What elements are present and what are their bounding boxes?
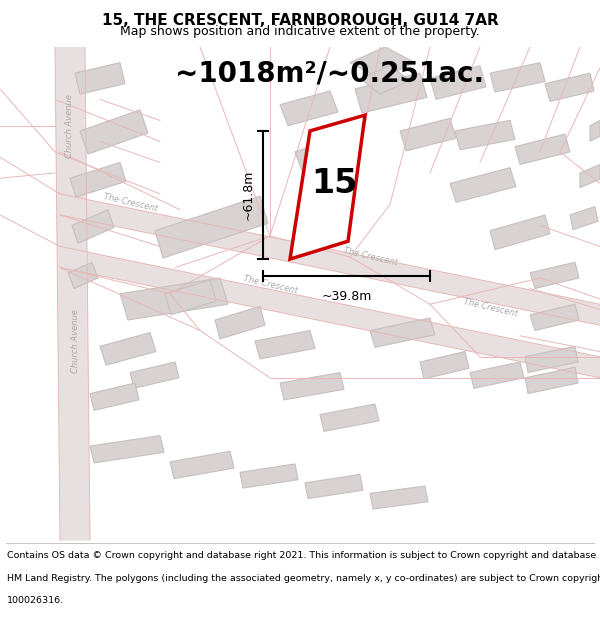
Text: ~61.8m: ~61.8m (242, 170, 255, 220)
Polygon shape (490, 215, 550, 249)
Text: 15, THE CRESCENT, FARNBOROUGH, GU14 7AR: 15, THE CRESCENT, FARNBOROUGH, GU14 7AR (101, 13, 499, 28)
Polygon shape (155, 196, 268, 258)
Polygon shape (60, 246, 600, 378)
Polygon shape (360, 66, 410, 94)
Text: 15: 15 (311, 167, 357, 200)
Text: The Crescent: The Crescent (462, 297, 518, 318)
Text: The Crescent: The Crescent (342, 246, 398, 268)
Polygon shape (165, 280, 216, 315)
Polygon shape (470, 362, 524, 388)
Polygon shape (320, 404, 379, 431)
Text: Contains OS data © Crown copyright and database right 2021. This information is : Contains OS data © Crown copyright and d… (7, 551, 600, 560)
Polygon shape (215, 306, 265, 339)
Polygon shape (90, 383, 139, 411)
Polygon shape (525, 346, 578, 372)
Polygon shape (455, 121, 515, 150)
Polygon shape (515, 134, 570, 164)
Polygon shape (255, 331, 315, 359)
Polygon shape (68, 262, 98, 289)
Polygon shape (590, 121, 600, 141)
Polygon shape (370, 486, 428, 509)
Polygon shape (75, 62, 125, 94)
Polygon shape (355, 73, 427, 113)
Polygon shape (290, 115, 365, 259)
Text: Church Avenue: Church Avenue (65, 94, 74, 158)
Polygon shape (400, 118, 456, 151)
Polygon shape (430, 66, 486, 99)
Polygon shape (450, 168, 516, 202)
Text: ~1018m²/~0.251ac.: ~1018m²/~0.251ac. (175, 59, 485, 87)
Text: Church Avenue: Church Avenue (71, 309, 79, 373)
Text: ~39.8m: ~39.8m (322, 289, 371, 302)
Polygon shape (305, 474, 363, 499)
Text: HM Land Registry. The polygons (including the associated geometry, namely x, y c: HM Land Registry. The polygons (includin… (7, 574, 600, 582)
Polygon shape (295, 136, 348, 173)
Polygon shape (280, 372, 344, 400)
Polygon shape (120, 278, 228, 320)
Text: Map shows position and indicative extent of the property.: Map shows position and indicative extent… (120, 24, 480, 38)
Polygon shape (530, 262, 579, 289)
Polygon shape (490, 62, 545, 92)
Polygon shape (130, 362, 179, 388)
Polygon shape (280, 91, 338, 126)
Polygon shape (60, 194, 600, 325)
Polygon shape (580, 164, 600, 188)
Polygon shape (100, 332, 156, 365)
Text: The Crescent: The Crescent (102, 192, 158, 213)
Text: 100026316.: 100026316. (7, 596, 64, 605)
Text: The Crescent: The Crescent (242, 274, 298, 295)
Polygon shape (72, 210, 114, 243)
Polygon shape (240, 464, 298, 488)
Polygon shape (350, 47, 415, 78)
Polygon shape (420, 351, 469, 379)
Polygon shape (170, 451, 234, 479)
Polygon shape (70, 162, 126, 197)
Polygon shape (80, 110, 148, 154)
Polygon shape (545, 73, 594, 101)
Polygon shape (525, 368, 578, 394)
Polygon shape (90, 436, 164, 463)
Polygon shape (370, 318, 435, 348)
Polygon shape (570, 206, 598, 229)
Polygon shape (530, 304, 579, 331)
Polygon shape (55, 47, 90, 541)
